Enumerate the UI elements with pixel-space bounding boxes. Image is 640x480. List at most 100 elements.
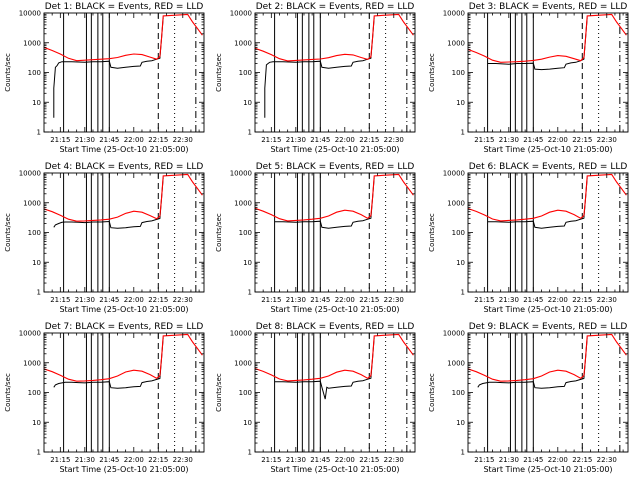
- y-tick-label: 10000: [19, 10, 41, 18]
- x-tick-label: 22:30: [384, 296, 404, 304]
- x-tick-label: 22:30: [597, 296, 617, 304]
- x-tick-label: 21:45: [99, 136, 119, 144]
- x-tick-label: 22:00: [124, 456, 144, 464]
- x-tick-label: 21:15: [50, 456, 70, 464]
- y-tick-label: 1000: [447, 199, 465, 207]
- x-tick-label: 21:15: [261, 136, 281, 144]
- y-tick-label: 10000: [19, 330, 41, 338]
- marker-lines: [274, 173, 408, 292]
- y-axis-label: Counts/sec: [428, 53, 436, 92]
- x-tick-label: 21:45: [523, 136, 543, 144]
- series-line-events: [53, 17, 164, 118]
- detector-panel-1: Det 1: BLACK = Events, RED = LLD 1 10 100 10…: [4, 2, 205, 154]
- panel-title: Det 6: BLACK = Events, RED = LLD: [469, 162, 628, 172]
- detector-panel-2: Det 2: BLACK = Events, RED = LLD 1 10 100 10…: [215, 2, 416, 154]
- x-tick-label: 22:00: [124, 136, 144, 144]
- y-tick-label: 100: [452, 389, 465, 397]
- x-tick-label: 22:00: [548, 296, 568, 304]
- marker-lines: [487, 13, 621, 132]
- x-tick-label: 22:30: [173, 456, 193, 464]
- y-tick-label: 10000: [230, 330, 252, 338]
- marker-lines: [487, 173, 621, 292]
- x-tick-label: 22:00: [335, 296, 355, 304]
- y-tick-label: 1000: [234, 39, 252, 47]
- y-axis-label: Counts/sec: [428, 213, 436, 252]
- y-axis-label: Counts/sec: [4, 373, 12, 412]
- y-tick-label: 1: [37, 289, 41, 297]
- x-tick-label: 21:15: [50, 136, 70, 144]
- x-axis-label: Start Time (25-Oct-10 21:05:00): [59, 465, 188, 474]
- x-tick-label: 22:30: [597, 136, 617, 144]
- marker-lines: [274, 333, 408, 452]
- x-tick-label: 22:15: [572, 296, 592, 304]
- series-line-events: [274, 177, 375, 229]
- y-tick-label: 10: [32, 419, 41, 427]
- x-tick-label: 22:30: [597, 456, 617, 464]
- x-axis-label: Start Time (25-Oct-10 21:05:00): [483, 145, 612, 154]
- marker-lines: [274, 13, 408, 132]
- y-tick-label: 1: [248, 449, 252, 457]
- x-axis-label: Start Time (25-Oct-10 21:05:00): [483, 465, 612, 474]
- y-tick-label: 100: [28, 389, 41, 397]
- detector-panel-7: Det 7: BLACK = Events, RED = LLD 1 10 100 10…: [4, 322, 205, 474]
- series-line-events: [53, 337, 164, 389]
- x-tick-label: 21:45: [310, 136, 330, 144]
- marker-lines: [63, 13, 197, 132]
- y-tick-label: 10: [243, 99, 252, 107]
- x-tick-label: 21:30: [286, 456, 306, 464]
- x-tick-label: 22:15: [359, 296, 379, 304]
- x-tick-label: 21:30: [499, 136, 519, 144]
- series-line-events: [264, 17, 375, 118]
- x-axis-label: Start Time (25-Oct-10 21:05:00): [270, 145, 399, 154]
- marker-lines: [63, 173, 197, 292]
- detector-panel-8: Det 8: BLACK = Events, RED = LLD 1 10 100 10…: [215, 322, 416, 474]
- x-tick-label: 22:00: [124, 296, 144, 304]
- detector-panel-6: Det 6: BLACK = Events, RED = LLD 1 10 100 10…: [428, 162, 629, 314]
- x-tick-label: 21:45: [310, 296, 330, 304]
- y-tick-label: 100: [239, 389, 252, 397]
- x-tick-label: 22:15: [572, 456, 592, 464]
- y-tick-label: 10: [32, 99, 41, 107]
- series-line-events: [477, 337, 588, 389]
- x-axis-label: Start Time (25-Oct-10 21:05:00): [270, 465, 399, 474]
- y-tick-label: 100: [28, 229, 41, 237]
- x-tick-label: 21:15: [261, 456, 281, 464]
- y-tick-label: 1000: [447, 39, 465, 47]
- detector-panel-4: Det 4: BLACK = Events, RED = LLD 1 10 100 10…: [4, 162, 205, 314]
- y-tick-label: 1000: [23, 199, 41, 207]
- y-tick-label: 10000: [443, 10, 465, 18]
- panel-title: Det 2: BLACK = Events, RED = LLD: [256, 2, 415, 12]
- y-tick-label: 10000: [230, 10, 252, 18]
- x-axis-label: Start Time (25-Oct-10 21:05:00): [59, 305, 188, 314]
- x-tick-label: 22:30: [384, 136, 404, 144]
- x-tick-label: 22:15: [359, 456, 379, 464]
- series-line-lld: [468, 173, 627, 222]
- x-tick-label: 21:15: [474, 296, 494, 304]
- panel-title: Det 7: BLACK = Events, RED = LLD: [45, 322, 204, 332]
- x-tick-label: 22:30: [173, 136, 193, 144]
- y-tick-label: 1: [461, 129, 465, 137]
- y-tick-label: 10000: [230, 170, 252, 178]
- x-tick-label: 21:15: [474, 136, 494, 144]
- y-tick-label: 100: [452, 229, 465, 237]
- panel-title: Det 5: BLACK = Events, RED = LLD: [256, 162, 415, 172]
- y-axis-label: Counts/sec: [4, 53, 12, 92]
- x-tick-label: 21:45: [523, 296, 543, 304]
- y-tick-label: 1000: [447, 359, 465, 367]
- panel-title: Det 8: BLACK = Events, RED = LLD: [256, 322, 415, 332]
- detector-panel-3: Det 3: BLACK = Events, RED = LLD 1 10 100 10…: [428, 2, 629, 154]
- x-tick-label: 21:30: [499, 296, 519, 304]
- x-tick-label: 21:30: [75, 296, 95, 304]
- series-line-events: [53, 177, 164, 229]
- detector-panel-5: Det 5: BLACK = Events, RED = LLD 1 10 100 10…: [215, 162, 416, 314]
- x-tick-label: 22:30: [384, 456, 404, 464]
- x-axis-label: Start Time (25-Oct-10 21:05:00): [483, 305, 612, 314]
- series-line-events: [274, 337, 375, 400]
- y-tick-label: 1: [248, 129, 252, 137]
- x-tick-label: 21:15: [261, 296, 281, 304]
- x-tick-label: 22:00: [548, 136, 568, 144]
- y-tick-label: 10: [243, 419, 252, 427]
- x-tick-label: 21:45: [310, 456, 330, 464]
- y-axis-label: Counts/sec: [215, 53, 223, 92]
- series-line-lld: [44, 333, 203, 382]
